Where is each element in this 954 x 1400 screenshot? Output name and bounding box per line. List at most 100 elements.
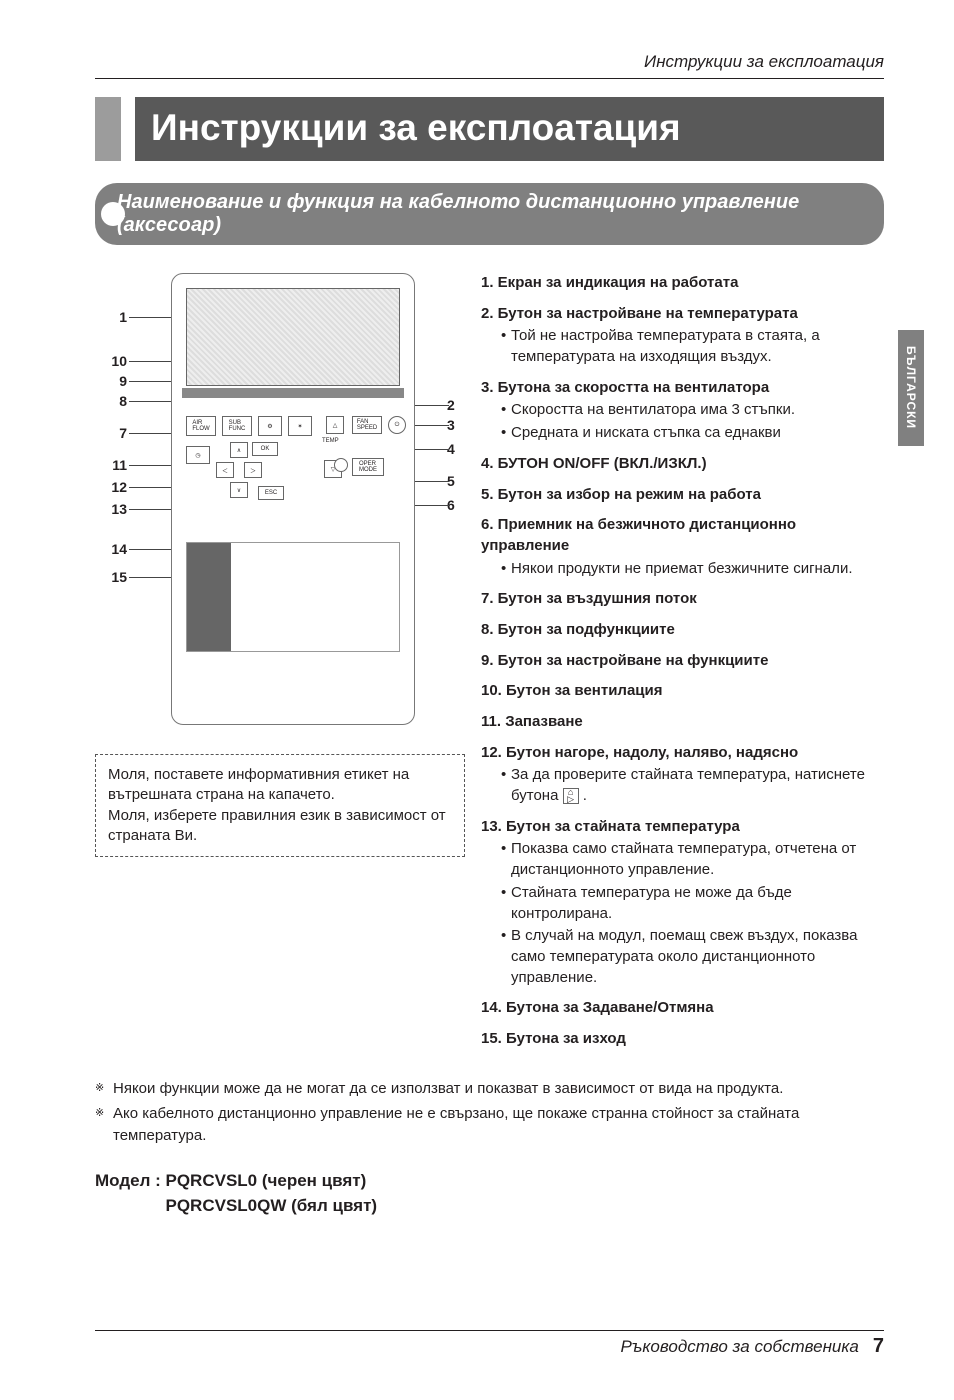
note-line-1: Моля, поставете информативния етикет на … bbox=[108, 765, 452, 806]
item-label: 2. Бутон за настройване на температурата bbox=[481, 304, 884, 325]
left-column: 1 10 9 8 7 11 12 13 14 15 2 3 4 5 bbox=[95, 273, 465, 857]
item-9: 9. Бутон за настройване на функциите bbox=[481, 651, 884, 672]
item-label: 5. Бутон за избор на режим на работа bbox=[481, 485, 884, 506]
item-sub: Показва само стайната температура, отчет… bbox=[501, 839, 884, 880]
language-tab: БЪЛГАРСКИ bbox=[898, 330, 924, 446]
item-sub: Той не настройва температурата в стаята,… bbox=[501, 326, 884, 367]
item-6: 6. Приемник на безжичното дистанционно у… bbox=[481, 515, 884, 579]
item-label: 1. Екран за индикация на работата bbox=[481, 273, 884, 294]
item-8: 8. Бутон за подфункциите bbox=[481, 620, 884, 641]
btn-down: ∨ bbox=[230, 482, 248, 498]
btn-left: ＜ bbox=[216, 462, 234, 478]
model-label: Модел : bbox=[95, 1171, 161, 1190]
item-label: 4. БУТОН ON/OFF (ВКЛ./ИЗКЛ.) bbox=[481, 454, 884, 475]
item-sub: За да проверите стайната температура, на… bbox=[501, 765, 884, 806]
footer-rule bbox=[95, 1330, 884, 1331]
divider-bar bbox=[182, 388, 404, 398]
item-15: 15. Бутона за изход bbox=[481, 1029, 884, 1050]
item-label: 6. Приемник на безжичното дистанционно у… bbox=[481, 515, 884, 556]
lead-11: 11 bbox=[95, 457, 127, 473]
item-label: 3. Бутона за скоростта на вентилатора bbox=[481, 378, 884, 399]
lead-8: 8 bbox=[95, 393, 127, 409]
running-header: Инструкции за експлоатация bbox=[95, 52, 884, 72]
item-label: 7. Бутон за въздушния поток bbox=[481, 589, 884, 610]
page-footer: Ръководство за собственика 7 bbox=[95, 1330, 884, 1358]
note-box: Моля, поставете информативния етикет на … bbox=[95, 754, 465, 857]
item-sub: Някои продукти не приемат безжичните сиг… bbox=[501, 559, 884, 580]
btn-vent: ✶ bbox=[288, 416, 312, 436]
item-7: 7. Бутон за въздушния поток bbox=[481, 589, 884, 610]
lead-1: 1 bbox=[95, 309, 127, 325]
item-sub: Стайната температура не може да бъде кон… bbox=[501, 883, 884, 924]
lead-13: 13 bbox=[95, 501, 127, 517]
btn-func: ⚙ bbox=[258, 416, 282, 436]
item-1: 1. Екран за индикация на работата bbox=[481, 273, 884, 294]
btn-power: ⏻ bbox=[388, 416, 406, 434]
lead-6: 6 bbox=[447, 497, 465, 513]
btn-up: ∧ bbox=[230, 442, 248, 458]
header-rule bbox=[95, 78, 884, 79]
item-10: 10. Бутон за вентилация bbox=[481, 681, 884, 702]
lead-9: 9 bbox=[95, 373, 127, 389]
item-label: 8. Бутон за подфункциите bbox=[481, 620, 884, 641]
item-sublist: Някои продукти не приемат безжичните сиг… bbox=[481, 559, 884, 580]
lcd-display bbox=[186, 288, 400, 386]
item-sub: В случай на модул, поемащ свеж въздух, п… bbox=[501, 926, 884, 988]
item-11: 11. Запазване bbox=[481, 712, 884, 733]
item-label: 13. Бутон за стайната температура bbox=[481, 817, 884, 838]
model-1: PQRCVSL0 (черен цвят) bbox=[166, 1171, 367, 1190]
btn-right: ＞ bbox=[244, 462, 262, 478]
item-sublist: Скоростта на вентилатора има 3 стъпки.Ср… bbox=[481, 400, 884, 443]
title-row: Инструкции за експлоатация bbox=[95, 97, 884, 161]
remote-diagram: 1 10 9 8 7 11 12 13 14 15 2 3 4 5 bbox=[95, 273, 465, 748]
page-number: 7 bbox=[873, 1335, 884, 1358]
item-sublist: Показва само стайната температура, отчет… bbox=[481, 839, 884, 988]
item-2: 2. Бутон за настройване на температурата… bbox=[481, 304, 884, 368]
item-label: 14. Бутона за Задаване/Отмяна bbox=[481, 998, 884, 1019]
item-sublist: За да проверите стайната температура, на… bbox=[481, 765, 884, 806]
btn-temp-up: △ bbox=[326, 416, 344, 434]
item-12: 12. Бутон нагоре, надолу, наляво, надясн… bbox=[481, 743, 884, 807]
lead-7: 7 bbox=[95, 425, 127, 441]
item-3: 3. Бутона за скоростта на вентилатораСко… bbox=[481, 378, 884, 444]
item-4: 4. БУТОН ON/OFF (ВКЛ./ИЗКЛ.) bbox=[481, 454, 884, 475]
item-label: 9. Бутон за настройване на функциите bbox=[481, 651, 884, 672]
page-title: Инструкции за експлоатация bbox=[135, 97, 884, 161]
info-panel-header bbox=[187, 543, 231, 651]
btn-esc: ESC bbox=[258, 486, 284, 500]
button-area: AIRFLOW SUBFUNC ⚙ ✶ ◷ ∧ ＜ OK ＞ ∨ ESC △ ▽… bbox=[186, 412, 400, 508]
btn-set: OK bbox=[252, 442, 278, 456]
right-column: 1. Екран за индикация на работата 2. Буто… bbox=[481, 273, 884, 1060]
item-13: 13. Бутон за стайната температураПоказва… bbox=[481, 817, 884, 989]
lead-2: 2 bbox=[447, 397, 465, 413]
lead-15: 15 bbox=[95, 569, 127, 585]
footnotes: Някои функции може да не могат да се изп… bbox=[95, 1078, 884, 1147]
item-14: 14. Бутона за Задаване/Отмяна bbox=[481, 998, 884, 1019]
item-sub: Скоростта на вентилатора има 3 стъпки. bbox=[501, 400, 884, 421]
item-label: 10. Бутон за вентилация bbox=[481, 681, 884, 702]
title-accent bbox=[95, 97, 121, 161]
item-label: 15. Бутона за изход bbox=[481, 1029, 884, 1050]
footnote-1: Някои функции може да не могат да се изп… bbox=[95, 1078, 884, 1100]
lead-12: 12 bbox=[95, 479, 127, 495]
note-line-2: Моля, изберете правилния език в зависимо… bbox=[108, 806, 452, 847]
temp-label: TEMP bbox=[322, 438, 339, 444]
item-sublist: Той не настройва температурата в стаята,… bbox=[481, 326, 884, 367]
section-subtitle: Наименование и функция на кабелното дист… bbox=[95, 183, 884, 245]
btn-reserve: ◷ bbox=[186, 446, 210, 464]
lead-5: 5 bbox=[447, 473, 465, 489]
lead-4: 4 bbox=[447, 441, 465, 457]
btn-mode: OPERMODE bbox=[352, 458, 384, 476]
model-2: PQRCVSL0QW (бял цвят) bbox=[166, 1196, 378, 1215]
item-sub: Средната и ниската стъпка са еднакви bbox=[501, 423, 884, 444]
btn-subfunc: SUBFUNC bbox=[222, 416, 252, 436]
lead-3: 3 bbox=[447, 417, 465, 433]
remote-body: AIRFLOW SUBFUNC ⚙ ✶ ◷ ∧ ＜ OK ＞ ∨ ESC △ ▽… bbox=[171, 273, 415, 725]
lead-14: 14 bbox=[95, 541, 127, 557]
model-block: Модел : PQRCVSL0 (черен цвят) Модел : PQ… bbox=[95, 1169, 884, 1218]
info-label-panel bbox=[186, 542, 400, 652]
btn-fan: FANSPEED bbox=[352, 416, 382, 434]
btn-airflow: AIRFLOW bbox=[186, 416, 216, 436]
footer-text: Ръководство за собственика bbox=[620, 1337, 858, 1357]
item-5: 5. Бутон за избор на режим на работа bbox=[481, 485, 884, 506]
